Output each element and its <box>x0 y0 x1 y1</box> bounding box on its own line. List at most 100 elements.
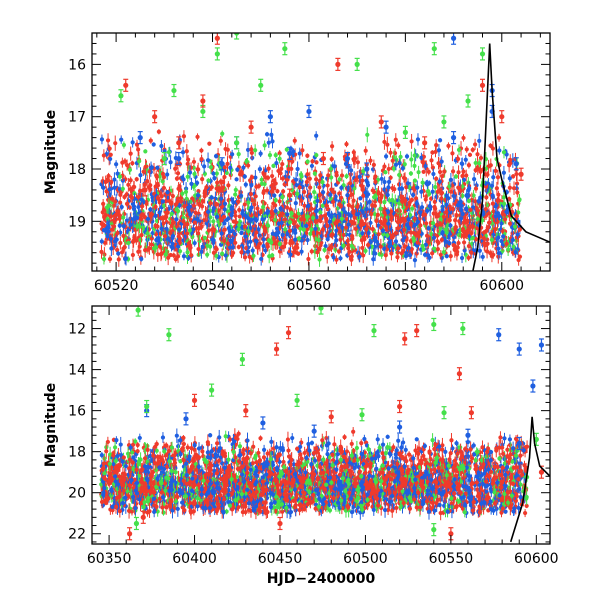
top-panel-cloud-point <box>421 181 425 185</box>
top-panel-cloud-point <box>108 147 112 151</box>
top-panel-cloud-point <box>439 222 443 226</box>
top-panel-cloud-point <box>326 183 330 187</box>
top-panel-cloud-point <box>249 183 253 187</box>
top-panel-cloud-point <box>340 173 344 177</box>
top-panel-cloud-point <box>387 244 391 248</box>
top-panel-cloud-point <box>140 204 144 208</box>
top-panel-cloud-point <box>249 192 253 196</box>
top-panel-cloud-point <box>353 215 357 219</box>
top-panel-cloud-point <box>306 257 310 261</box>
top-panel-cloud-point <box>202 164 206 168</box>
top-panel-cloud-point <box>339 186 343 190</box>
top-panel-cloud-point <box>350 254 354 258</box>
top-panel-dense-cloud <box>99 127 522 267</box>
top-panel-cloud-point <box>456 241 460 245</box>
top-panel-cloud-point <box>415 186 419 190</box>
top-panel-cloud-point <box>386 222 390 226</box>
top-panel-cloud-point <box>309 207 313 211</box>
top-panel-cloud-point <box>433 150 437 154</box>
top-panel-cloud-point <box>255 206 259 210</box>
top-panel-cloud-point <box>350 249 354 253</box>
top-panel-cloud-point <box>408 253 412 257</box>
top-panel-cloud-point <box>222 175 226 179</box>
top-panel-cloud-point <box>185 250 189 254</box>
top-panel-cloud-point <box>131 253 135 257</box>
top-panel-cloud-point <box>326 173 330 177</box>
top-panel-cloud-point <box>156 196 160 200</box>
top-panel-cloud-point <box>219 179 223 183</box>
top-panel-cloud-point <box>273 232 277 236</box>
top-panel-cloud-point <box>136 195 140 199</box>
top-panel-cloud-point <box>379 245 383 249</box>
top-panel-cloud-point <box>225 162 229 166</box>
top-panel-cloud-point <box>409 157 413 161</box>
top-panel-cloud-point <box>390 186 394 190</box>
top-panel-cloud-point <box>210 237 214 241</box>
top-panel-cloud-point <box>100 239 104 243</box>
top-panel-marks <box>99 27 550 271</box>
top-panel-cloud-point <box>161 216 165 220</box>
top-panel-cloud-point <box>351 157 355 161</box>
top-panel-cloud-point <box>442 170 446 174</box>
top-panel-cloud-point <box>137 159 141 163</box>
top-panel-cloud-point <box>302 190 306 194</box>
top-panel-cloud-point <box>491 146 495 150</box>
top-panel-cloud-point <box>474 161 478 165</box>
top-panel-cloud-point <box>136 250 140 254</box>
top-panel-cloud-point <box>485 249 489 253</box>
top-panel-cloud-point <box>310 159 314 163</box>
top-panel-cloud-point <box>250 175 254 179</box>
top-panel-cloud-point <box>176 171 180 175</box>
top-panel-cloud-point <box>384 154 388 158</box>
top-panel-cloud-point <box>412 164 416 168</box>
top-panel-cloud-point <box>504 242 508 246</box>
top-panel-cloud-point <box>456 170 460 174</box>
top-panel-cloud-point <box>228 229 232 233</box>
top-panel-cloud-point <box>226 148 230 152</box>
top-panel-cloud-point <box>281 189 285 193</box>
top-panel-cloud-point <box>362 235 366 239</box>
top-panel-cloud-point <box>289 211 293 215</box>
top-panel-cloud-point <box>439 196 443 200</box>
top-panel-cloud-point <box>182 254 186 258</box>
top-panel-cloud-point <box>496 193 500 197</box>
top-panel-cloud-point <box>233 214 237 218</box>
top-panel-cloud-point <box>410 207 414 211</box>
top-panel-cloud-point <box>341 233 345 237</box>
top-panel-cloud-point <box>243 202 247 206</box>
top-panel-cloud-point <box>219 218 223 222</box>
top-panel-cloud-point <box>207 228 211 232</box>
top-panel-cloud-point <box>335 173 339 177</box>
top-panel-cloud-point <box>341 243 345 247</box>
top-panel-cloud-point <box>280 221 284 225</box>
top-panel-cloud-point <box>385 233 389 237</box>
top-panel-cloud-point <box>293 139 297 143</box>
top-panel-cloud-point <box>108 157 112 161</box>
top-panel-cloud-point <box>459 189 463 193</box>
top-panel-cloud-point <box>444 210 448 214</box>
top-panel-cloud-point <box>449 254 453 258</box>
top-panel-cloud-point <box>506 247 510 251</box>
top-panel-cloud-point <box>517 197 521 201</box>
top-panel-cloud-point <box>440 159 444 163</box>
top-panel-cloud-point <box>155 166 159 170</box>
top-panel-cloud-point <box>280 195 284 199</box>
top-panel-cloud-point <box>433 207 437 211</box>
top-panel-cloud-point <box>463 219 467 223</box>
top-panel-cloud-point <box>411 193 415 197</box>
top-panel-cloud-point <box>219 197 223 201</box>
top-panel-cloud-point <box>372 163 376 167</box>
top-panel-cloud-point <box>101 186 105 190</box>
top-panel-cloud-point <box>322 248 326 252</box>
top-panel-cloud-point <box>167 150 171 154</box>
top-panel-cloud-point <box>317 185 321 189</box>
top-panel-cloud-point <box>208 245 212 249</box>
top-panel-cloud-point <box>199 148 203 152</box>
top-panel-cloud-point <box>424 221 428 225</box>
top-panel-cloud-point <box>136 147 140 151</box>
top-panel-cloud-point <box>411 236 415 240</box>
top-panel-cloud-point <box>445 230 449 234</box>
top-panel-cloud-point <box>283 182 287 186</box>
top-panel-cloud-point <box>386 193 390 197</box>
